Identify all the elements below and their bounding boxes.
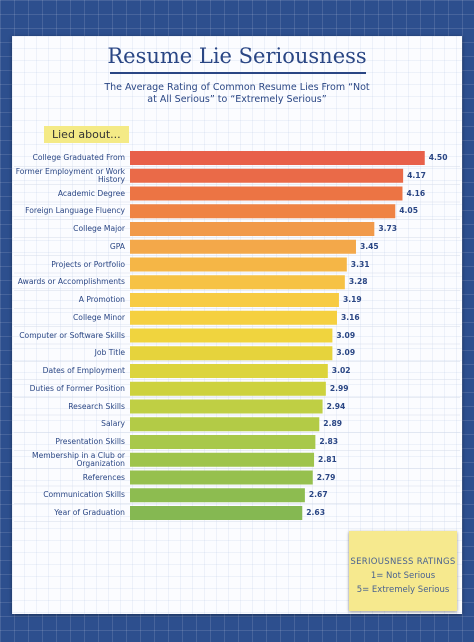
category-label: Year of Graduation: [54, 508, 125, 517]
category-label: Computer or Software Skills: [19, 330, 125, 340]
category-label: Awards or Accomplishments: [17, 277, 125, 287]
category-label: Foreign Language Fluency: [25, 206, 125, 216]
category-label: College Major: [73, 224, 125, 233]
category-label: Dates of Employment: [42, 366, 125, 375]
title-rule: [110, 72, 366, 74]
value-label: 3.16: [340, 312, 360, 322]
value-label: 2.99: [329, 383, 349, 393]
value-label: 2.81: [318, 454, 337, 464]
bar: [130, 346, 333, 361]
bar: [130, 293, 339, 307]
value-label: 2.63: [306, 508, 325, 517]
value-label: 3.02: [331, 366, 351, 375]
value-label: 3.09: [336, 348, 356, 358]
bar: [130, 239, 356, 254]
bar: [130, 488, 305, 503]
bar: [130, 222, 375, 236]
value-label: 2.67: [308, 490, 328, 500]
value-label: 2.79: [316, 472, 336, 482]
value-label: 4.17: [407, 170, 426, 180]
category-label: Research Skills: [68, 401, 125, 411]
value-label: 4.05: [399, 206, 419, 216]
bar: [130, 364, 328, 378]
category-label: Academic Degree: [57, 188, 125, 198]
category-label: A Promotion: [78, 295, 125, 304]
value-label: 3.19: [342, 295, 362, 304]
bar: [130, 399, 323, 414]
bar: [130, 328, 333, 343]
category-label: Duties of Former Position: [29, 383, 125, 393]
value-label: 4.50: [428, 153, 448, 162]
bar: [130, 168, 404, 183]
value-label: 3.09: [336, 330, 356, 340]
category-label: Salary: [101, 419, 125, 429]
note-line: 5= Extremely Serious: [356, 585, 450, 595]
category-label: References: [82, 472, 125, 482]
note-line: 1= Not Serious: [370, 571, 436, 581]
chart-subtitle: The Average Rating of Common Resume Lies…: [104, 82, 370, 105]
value-label: 3.28: [348, 277, 368, 287]
bar: [130, 275, 345, 290]
category-label: Former Employment or Work History: [15, 166, 125, 184]
bar: [130, 151, 425, 165]
category-label: College Graduated From: [32, 153, 125, 162]
note-title: SERIOUSNESS RATINGS: [350, 557, 456, 567]
chart-title: Resume Lie Seriousness: [107, 44, 367, 68]
bar: [130, 506, 303, 520]
category-label: GPA: [109, 241, 125, 251]
bar: [130, 257, 347, 272]
value-label: 4.16: [406, 188, 426, 198]
value-label: 3.73: [378, 224, 398, 233]
bar: [130, 310, 337, 325]
category-label: Job Title: [94, 348, 125, 358]
value-label: 3.31: [350, 259, 370, 269]
bar: [130, 417, 320, 432]
bar: [130, 186, 403, 201]
category-heading: Lied about...: [44, 126, 129, 143]
bar: [130, 452, 315, 467]
bar: [130, 381, 326, 396]
value-label: 3.45: [359, 241, 379, 251]
category-label: College Minor: [73, 312, 125, 322]
value-label: 2.94: [326, 401, 346, 411]
category-label: Membership in a Club or Organization: [32, 450, 125, 468]
category-label: Presentation Skills: [55, 437, 125, 446]
legend-note: SERIOUSNESS RATINGS 1= Not Serious 5= Ex…: [349, 531, 457, 611]
category-label: Communication Skills: [43, 490, 125, 500]
value-label: 2.89: [323, 419, 343, 429]
bar: [130, 470, 313, 485]
bar: [130, 204, 396, 219]
value-label: 2.83: [319, 437, 339, 446]
category-label: Projects or Portfolio: [51, 259, 125, 269]
bar: [130, 435, 316, 449]
